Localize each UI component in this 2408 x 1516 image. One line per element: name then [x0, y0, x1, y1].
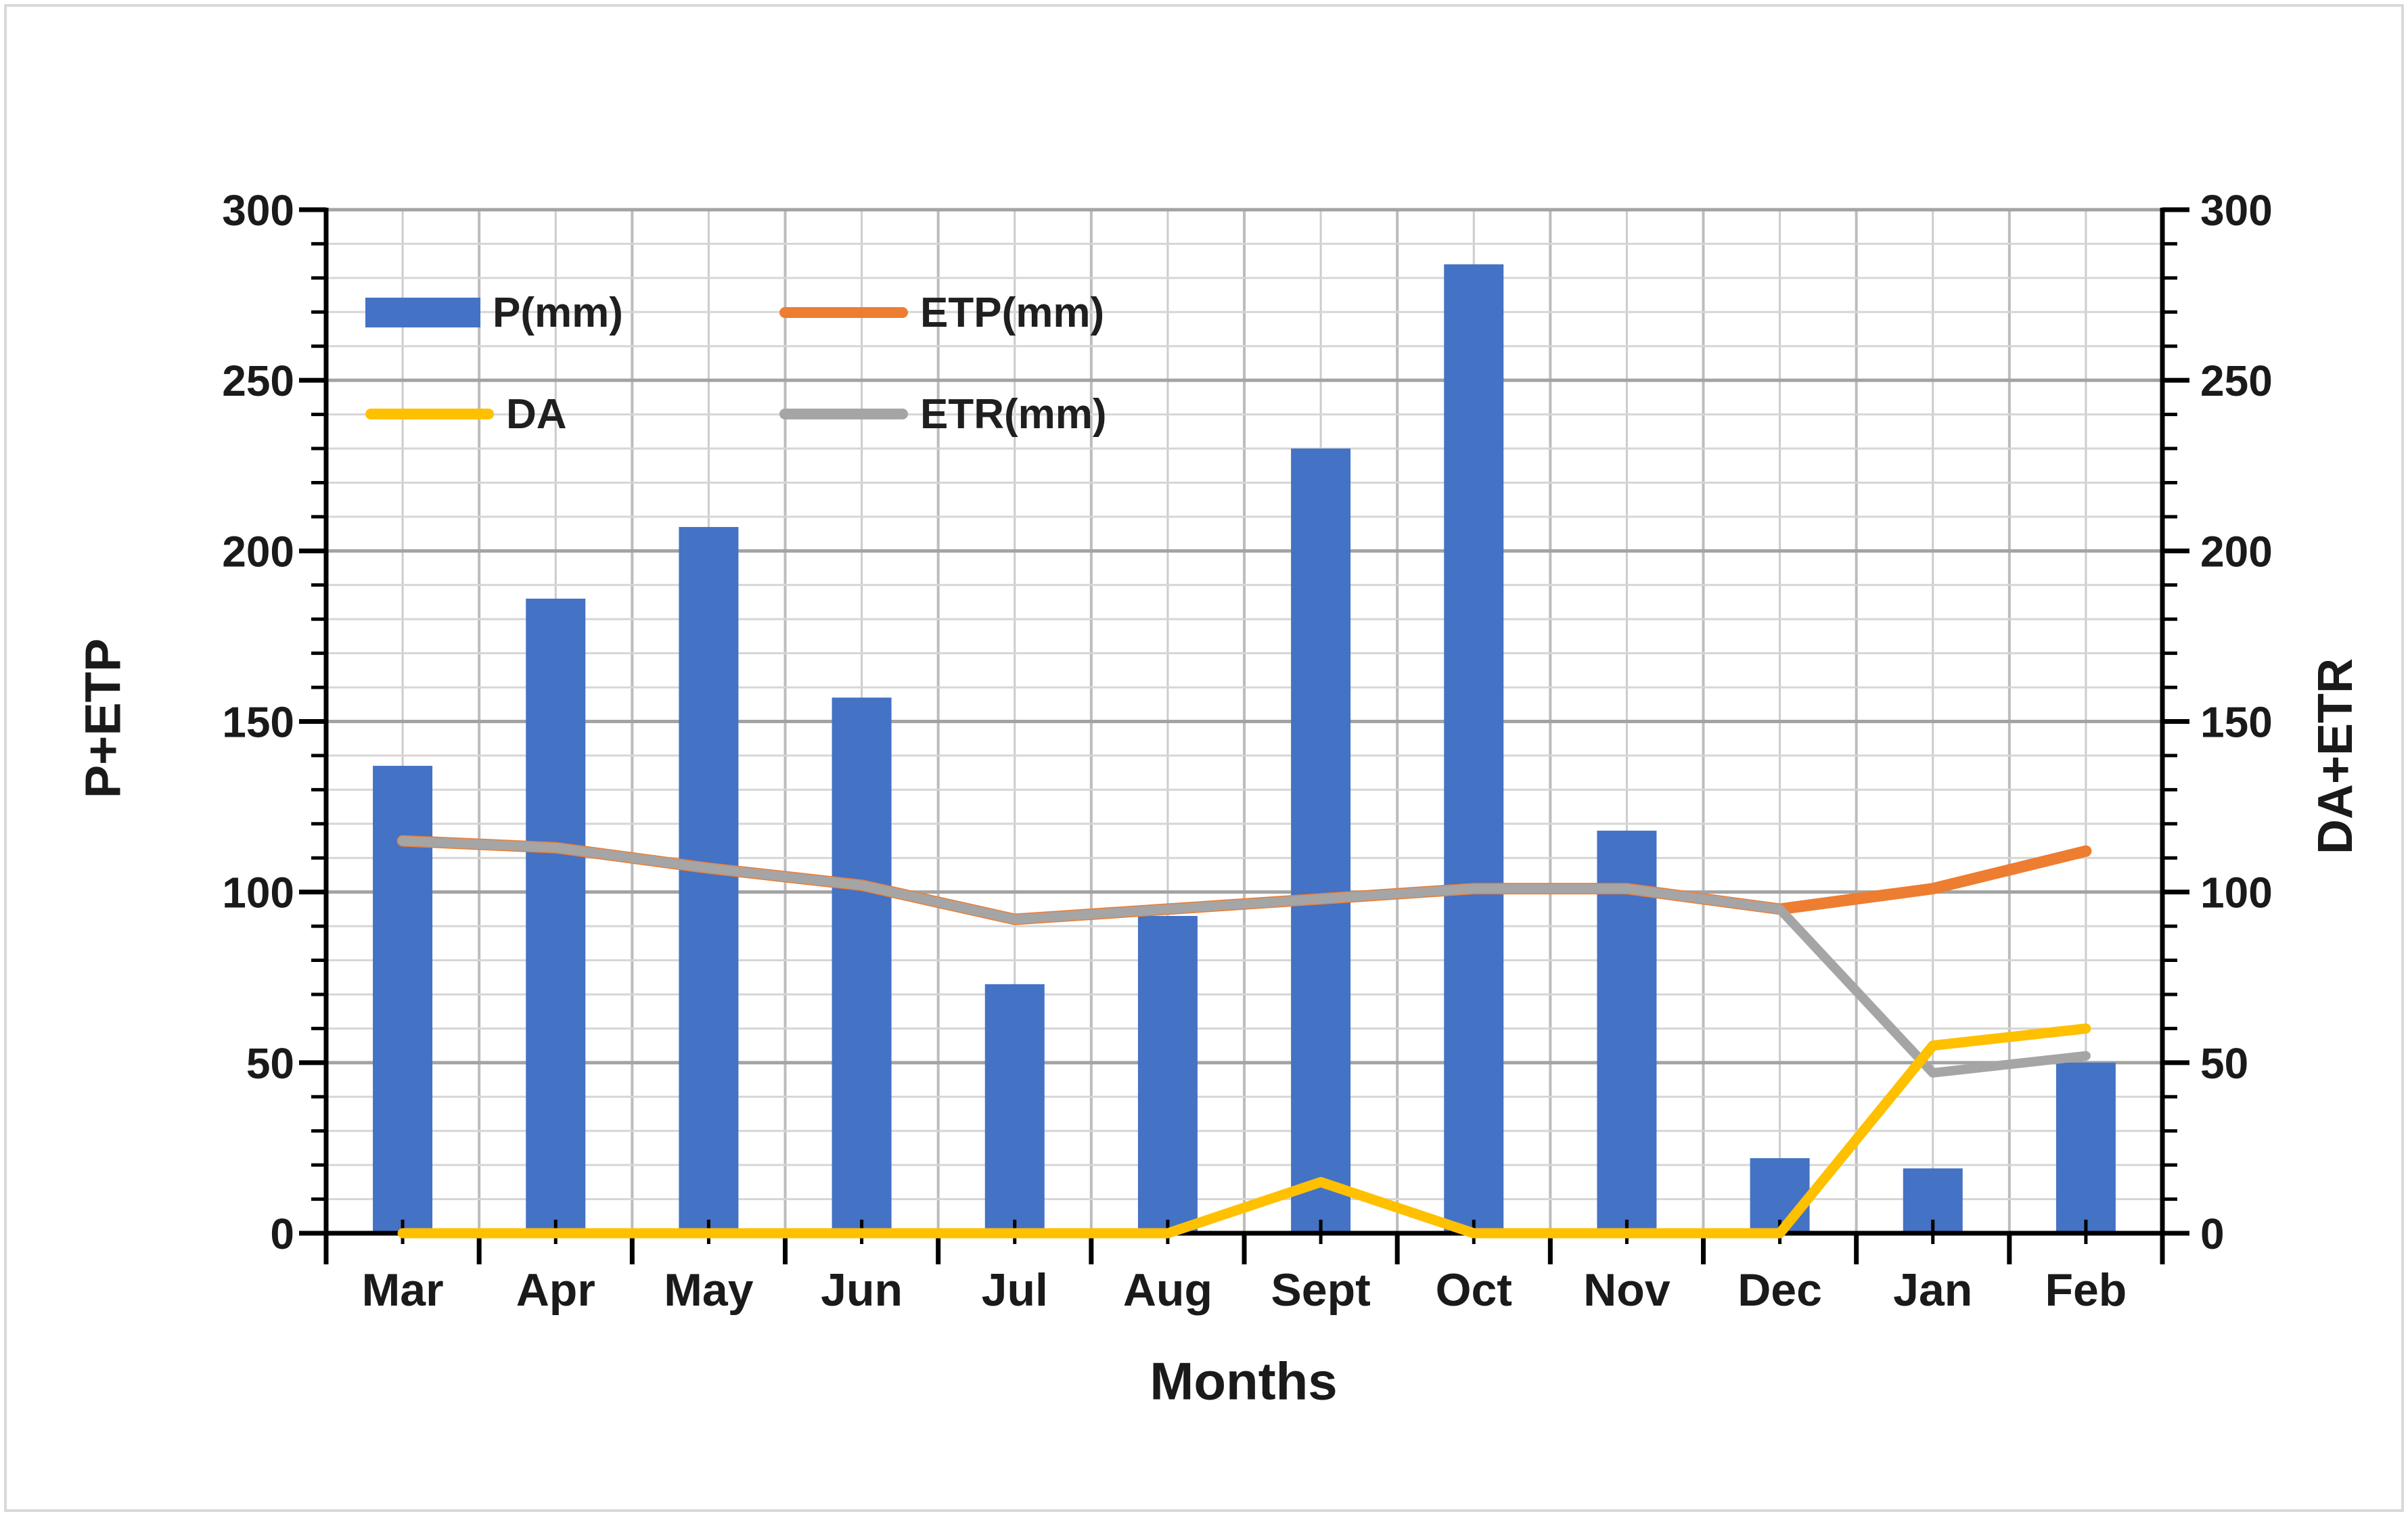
- legend-label-da: DA: [506, 390, 567, 438]
- month-label-Feb: Feb: [2045, 1264, 2127, 1316]
- legend-label-etp: ETP(mm): [920, 289, 1105, 336]
- right-tick-label-250: 250: [2200, 357, 2273, 405]
- bar-May: [679, 527, 739, 1233]
- month-label-Jun: Jun: [821, 1264, 903, 1316]
- month-label-Nov: Nov: [1583, 1264, 1671, 1316]
- month-label-Sept: Sept: [1271, 1264, 1370, 1316]
- legend-label-etr: ETR(mm): [920, 390, 1107, 438]
- month-label-May: May: [664, 1264, 753, 1316]
- left-axis-title: P+ETP: [74, 638, 131, 799]
- bar-Sept: [1291, 449, 1351, 1233]
- x-axis-title: Months: [1150, 1351, 1338, 1411]
- bar-Jun: [832, 697, 892, 1233]
- right-tick-label-100: 100: [2200, 869, 2273, 917]
- month-label-Jan: Jan: [1893, 1264, 1972, 1316]
- bar-Oct: [1444, 264, 1504, 1233]
- left-tick-label-50: 50: [246, 1039, 294, 1088]
- month-label-Jul: Jul: [982, 1264, 1048, 1316]
- left-tick-label-0: 0: [270, 1210, 294, 1258]
- legend-label-p: P(mm): [493, 289, 623, 336]
- legend-item-da: DA: [365, 390, 567, 438]
- legend-swatch-p-bar: [365, 298, 480, 327]
- month-label-Apr: Apr: [516, 1264, 595, 1316]
- right-tick-label-0: 0: [2200, 1210, 2225, 1258]
- line-DA: [397, 1023, 2091, 1239]
- month-label-Dec: Dec: [1737, 1264, 1822, 1316]
- legend-item-etr: ETR(mm): [779, 390, 1107, 438]
- axis-tick-labels: 0 0 50 50 100 100 150 150 200 200 250 250 300 300 Mar A…: [222, 186, 2273, 1316]
- month-label-Mar: Mar: [362, 1264, 444, 1316]
- left-tick-label-100: 100: [222, 869, 294, 917]
- legend-item-p: P(mm): [365, 289, 623, 336]
- right-tick-label-50: 50: [2200, 1039, 2248, 1088]
- bar-Apr: [526, 598, 586, 1233]
- right-tick-label-150: 150: [2200, 698, 2273, 747]
- left-tick-label-300: 300: [222, 186, 294, 235]
- legend-swatch-etp-line: [779, 307, 908, 318]
- legend-item-etp: ETP(mm): [779, 289, 1105, 336]
- month-label-Oct: Oct: [1436, 1264, 1512, 1316]
- legend-swatch-etr-line: [779, 409, 908, 419]
- left-tick-label-250: 250: [222, 357, 294, 405]
- left-tick-label-200: 200: [222, 527, 294, 576]
- right-axis-title: DA+ETR: [2309, 658, 2363, 855]
- bar-Aug: [1137, 915, 1198, 1233]
- left-tick-label-150: 150: [222, 698, 294, 747]
- legend-swatch-da-line: [365, 409, 494, 419]
- right-tick-label-300: 300: [2200, 186, 2273, 235]
- month-label-Aug: Aug: [1123, 1264, 1212, 1316]
- bar-Nov: [1597, 830, 1657, 1233]
- line-ETR(mm): [398, 836, 2091, 1078]
- bars-P(mm): [373, 264, 2116, 1233]
- gridlines: [326, 208, 2162, 1233]
- bar-Jul: [984, 984, 1045, 1233]
- right-tick-label-200: 200: [2200, 527, 2273, 576]
- bar-Feb: [2055, 1062, 2116, 1233]
